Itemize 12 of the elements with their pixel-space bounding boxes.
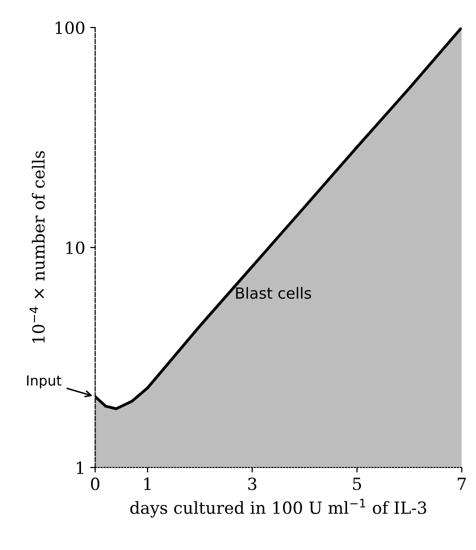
annotation: Input — [27, 375, 62, 388]
x-tick-label: 5 — [353, 478, 362, 490]
x-tick-label: 7 — [458, 478, 466, 490]
y-axis-title: 10$^{−4}$ × number of cells — [30, 151, 45, 343]
x-tick-label: 0 — [90, 478, 100, 490]
y-tick-label: 1 — [76, 461, 84, 474]
x-axis-title: days cultured in 100 U ml$^{−1}$ of IL-3 — [130, 498, 426, 518]
x-tick-label: 1 — [144, 478, 150, 490]
y-tick-label: 10 — [66, 241, 84, 254]
x-tick-label: 3 — [248, 478, 256, 490]
series-label: Blast cells — [236, 287, 312, 299]
y-tick-label: 100 — [56, 21, 84, 34]
